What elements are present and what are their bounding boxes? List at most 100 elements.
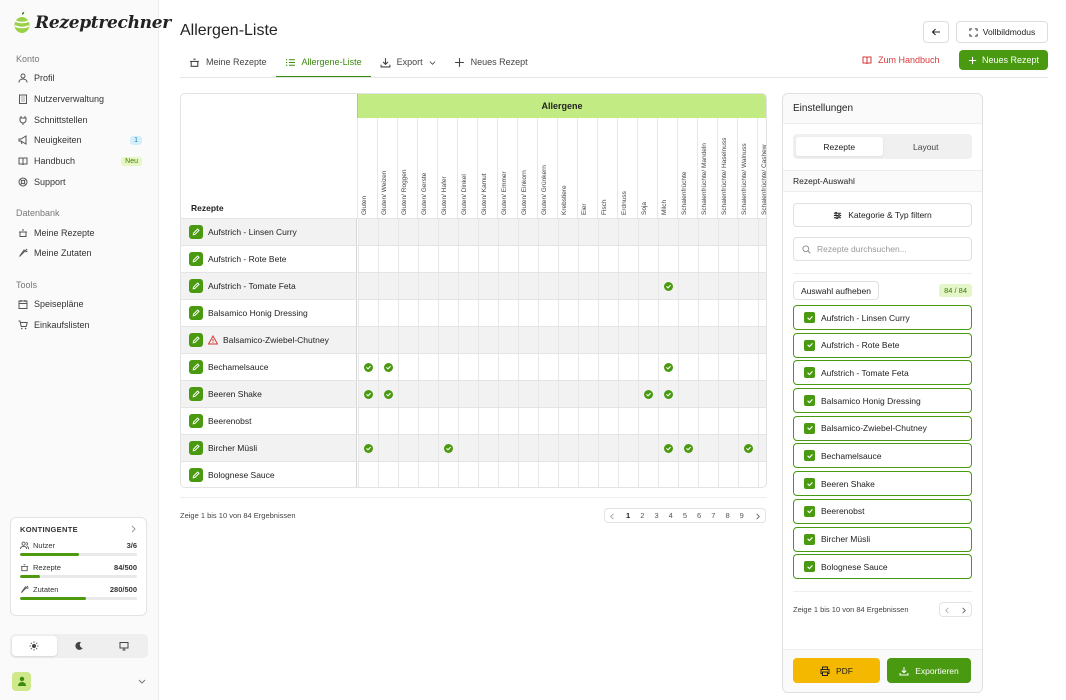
deselect-all-button[interactable]: Auswahl aufheben	[793, 281, 879, 300]
check-icon	[665, 364, 672, 371]
theme-system-button[interactable]	[101, 636, 146, 656]
allergen-cell	[438, 435, 458, 461]
edit-recipe-button[interactable]	[189, 306, 203, 320]
sidebar-item-support[interactable]: Support	[18, 174, 142, 190]
allergen-cell	[698, 408, 718, 434]
edit-recipe-button[interactable]	[189, 387, 203, 401]
selected-recipe-item[interactable]: Bircher Müsli	[793, 526, 972, 552]
page-button[interactable]: 7	[711, 511, 716, 520]
sidebar-item-einkaufslisten[interactable]: Einkaufslisten	[18, 317, 142, 333]
page-button[interactable]: 5	[682, 511, 688, 520]
theme-dark-button[interactable]	[57, 636, 102, 656]
edit-recipe-button[interactable]	[189, 279, 203, 293]
sidebar-item-speiseplaene[interactable]: Speisepläne	[18, 296, 142, 312]
prev-page-button[interactable]	[609, 511, 616, 520]
sidebar-item-handbuch[interactable]: Handbuch Neu	[18, 153, 142, 169]
allergen-cell	[638, 219, 658, 245]
pdf-button[interactable]: PDF	[793, 658, 880, 683]
edit-recipe-button[interactable]	[189, 414, 203, 428]
checkbox[interactable]	[804, 505, 815, 517]
checkbox[interactable]	[804, 561, 815, 573]
sidebar-item-neuigkeiten[interactable]: Neuigkeiten 1	[18, 132, 142, 148]
next-page-button[interactable]	[754, 511, 761, 520]
selected-recipe-item[interactable]: Aufstrich - Linsen Curry	[793, 305, 972, 330]
recipe-selection-header: Rezept-Auswahl	[783, 170, 982, 192]
tab-meine-rezepte[interactable]: Meine Rezepte	[180, 48, 276, 78]
checkbox[interactable]	[804, 312, 815, 323]
chevron-down-icon	[429, 59, 436, 66]
new-recipe-button[interactable]: Neues Rezept	[959, 50, 1048, 70]
selected-recipe-item[interactable]: Beerenobst	[793, 498, 972, 524]
allergen-cell	[738, 219, 758, 245]
allergen-cell	[598, 435, 618, 461]
page-button[interactable]: 4	[668, 511, 673, 520]
quota-card[interactable]: KONTINGENTE Nutzer 3/6 Rezepte 84/500 Zu…	[10, 517, 147, 616]
allergen-cell	[598, 273, 618, 299]
tab-allergene-liste[interactable]: Allergene-Liste	[275, 48, 371, 78]
sidebar-section-tools: Tools	[16, 280, 38, 290]
tab-neues-rezept[interactable]: Neues Rezept	[445, 48, 537, 78]
checkbox[interactable]	[804, 478, 815, 490]
page-button[interactable]: 2	[640, 511, 645, 520]
page-button[interactable]: 3	[654, 511, 659, 520]
allergen-cell	[558, 246, 578, 272]
checkbox[interactable]	[804, 450, 815, 462]
quota-bar	[20, 597, 137, 600]
segment-layout[interactable]: Layout	[912, 141, 939, 152]
checkbox[interactable]	[804, 395, 815, 407]
sidebar-item-nutzerverwaltung[interactable]: Nutzerverwaltung	[18, 91, 142, 107]
edit-recipe-button[interactable]	[189, 333, 203, 347]
allergen-cell	[358, 435, 378, 461]
filter-category-button[interactable]: Kategorie & Typ filtern	[793, 203, 972, 227]
sidebar-item-schnittstellen[interactable]: Schnittstellen	[18, 112, 142, 128]
sidebar-item-label: Speisepläne	[34, 299, 84, 309]
allergen-cell	[358, 327, 378, 353]
tab-label: Allergene-Liste	[301, 57, 362, 67]
badge-new: Neu	[121, 156, 142, 166]
edit-recipe-button[interactable]	[189, 441, 203, 455]
checkbox[interactable]	[804, 367, 815, 379]
page-button[interactable]: 9	[739, 511, 744, 520]
selected-recipe-item[interactable]: Bechamelsauce	[793, 443, 972, 469]
tab-export[interactable]: Export	[371, 48, 445, 78]
back-button[interactable]	[923, 21, 949, 43]
quota-value: 3/6	[126, 541, 137, 550]
monitor-icon	[119, 641, 129, 651]
edit-recipe-button[interactable]	[189, 225, 203, 239]
edit-recipe-button[interactable]	[189, 468, 203, 482]
selected-recipe-item[interactable]: Beeren Shake	[793, 471, 972, 497]
edit-recipe-button[interactable]	[189, 360, 203, 374]
segment-rezepte[interactable]: Rezepte	[796, 137, 883, 156]
logo[interactable]: Rezeptrechner	[13, 10, 171, 36]
selected-recipe-item[interactable]: Aufstrich - Rote Bete	[793, 332, 972, 358]
edit-recipe-button[interactable]	[189, 252, 203, 266]
allergen-cell	[518, 327, 538, 353]
handbook-link[interactable]: Zum Handbuch	[862, 52, 940, 67]
export-button[interactable]: Exportieren	[887, 658, 971, 683]
selected-recipe-item[interactable]: Balsamico Honig Dressing	[793, 388, 972, 414]
checkbox[interactable]	[804, 422, 815, 434]
sidebar-item-meine-zutaten[interactable]: Meine Zutaten	[18, 245, 142, 261]
allergen-cell	[458, 327, 478, 353]
user-menu[interactable]	[12, 671, 146, 691]
page-button[interactable]: 1	[626, 511, 631, 520]
selected-recipe-item[interactable]: Bolognese Sauce	[793, 554, 972, 580]
sidebar-item-profil[interactable]: Profil	[18, 70, 142, 86]
page-button[interactable]: 8	[725, 511, 730, 520]
theme-light-button[interactable]	[12, 636, 57, 656]
sidebar-item-meine-rezepte[interactable]: Meine Rezepte	[18, 225, 142, 241]
page-button[interactable]: 6	[697, 511, 702, 520]
settings-prev-button[interactable]	[944, 605, 951, 614]
checkbox[interactable]	[804, 339, 815, 351]
recipe-search-input[interactable]	[817, 244, 967, 254]
settings-next-button[interactable]	[960, 605, 967, 614]
allergen-cell	[518, 462, 538, 487]
table-row: Aufstrich - Linsen Curry	[181, 218, 766, 245]
fullscreen-button[interactable]: Vollbildmodus	[956, 21, 1048, 43]
allergen-column-header: Gluten/ Dinkel	[457, 118, 477, 218]
selected-recipe-item[interactable]: Aufstrich - Tomate Feta	[793, 360, 972, 386]
allergen-cell	[618, 408, 638, 434]
allergen-cell	[418, 381, 438, 407]
checkbox[interactable]	[804, 533, 815, 545]
selected-recipe-item[interactable]: Balsamico-Zwiebel-Chutney	[793, 415, 972, 441]
